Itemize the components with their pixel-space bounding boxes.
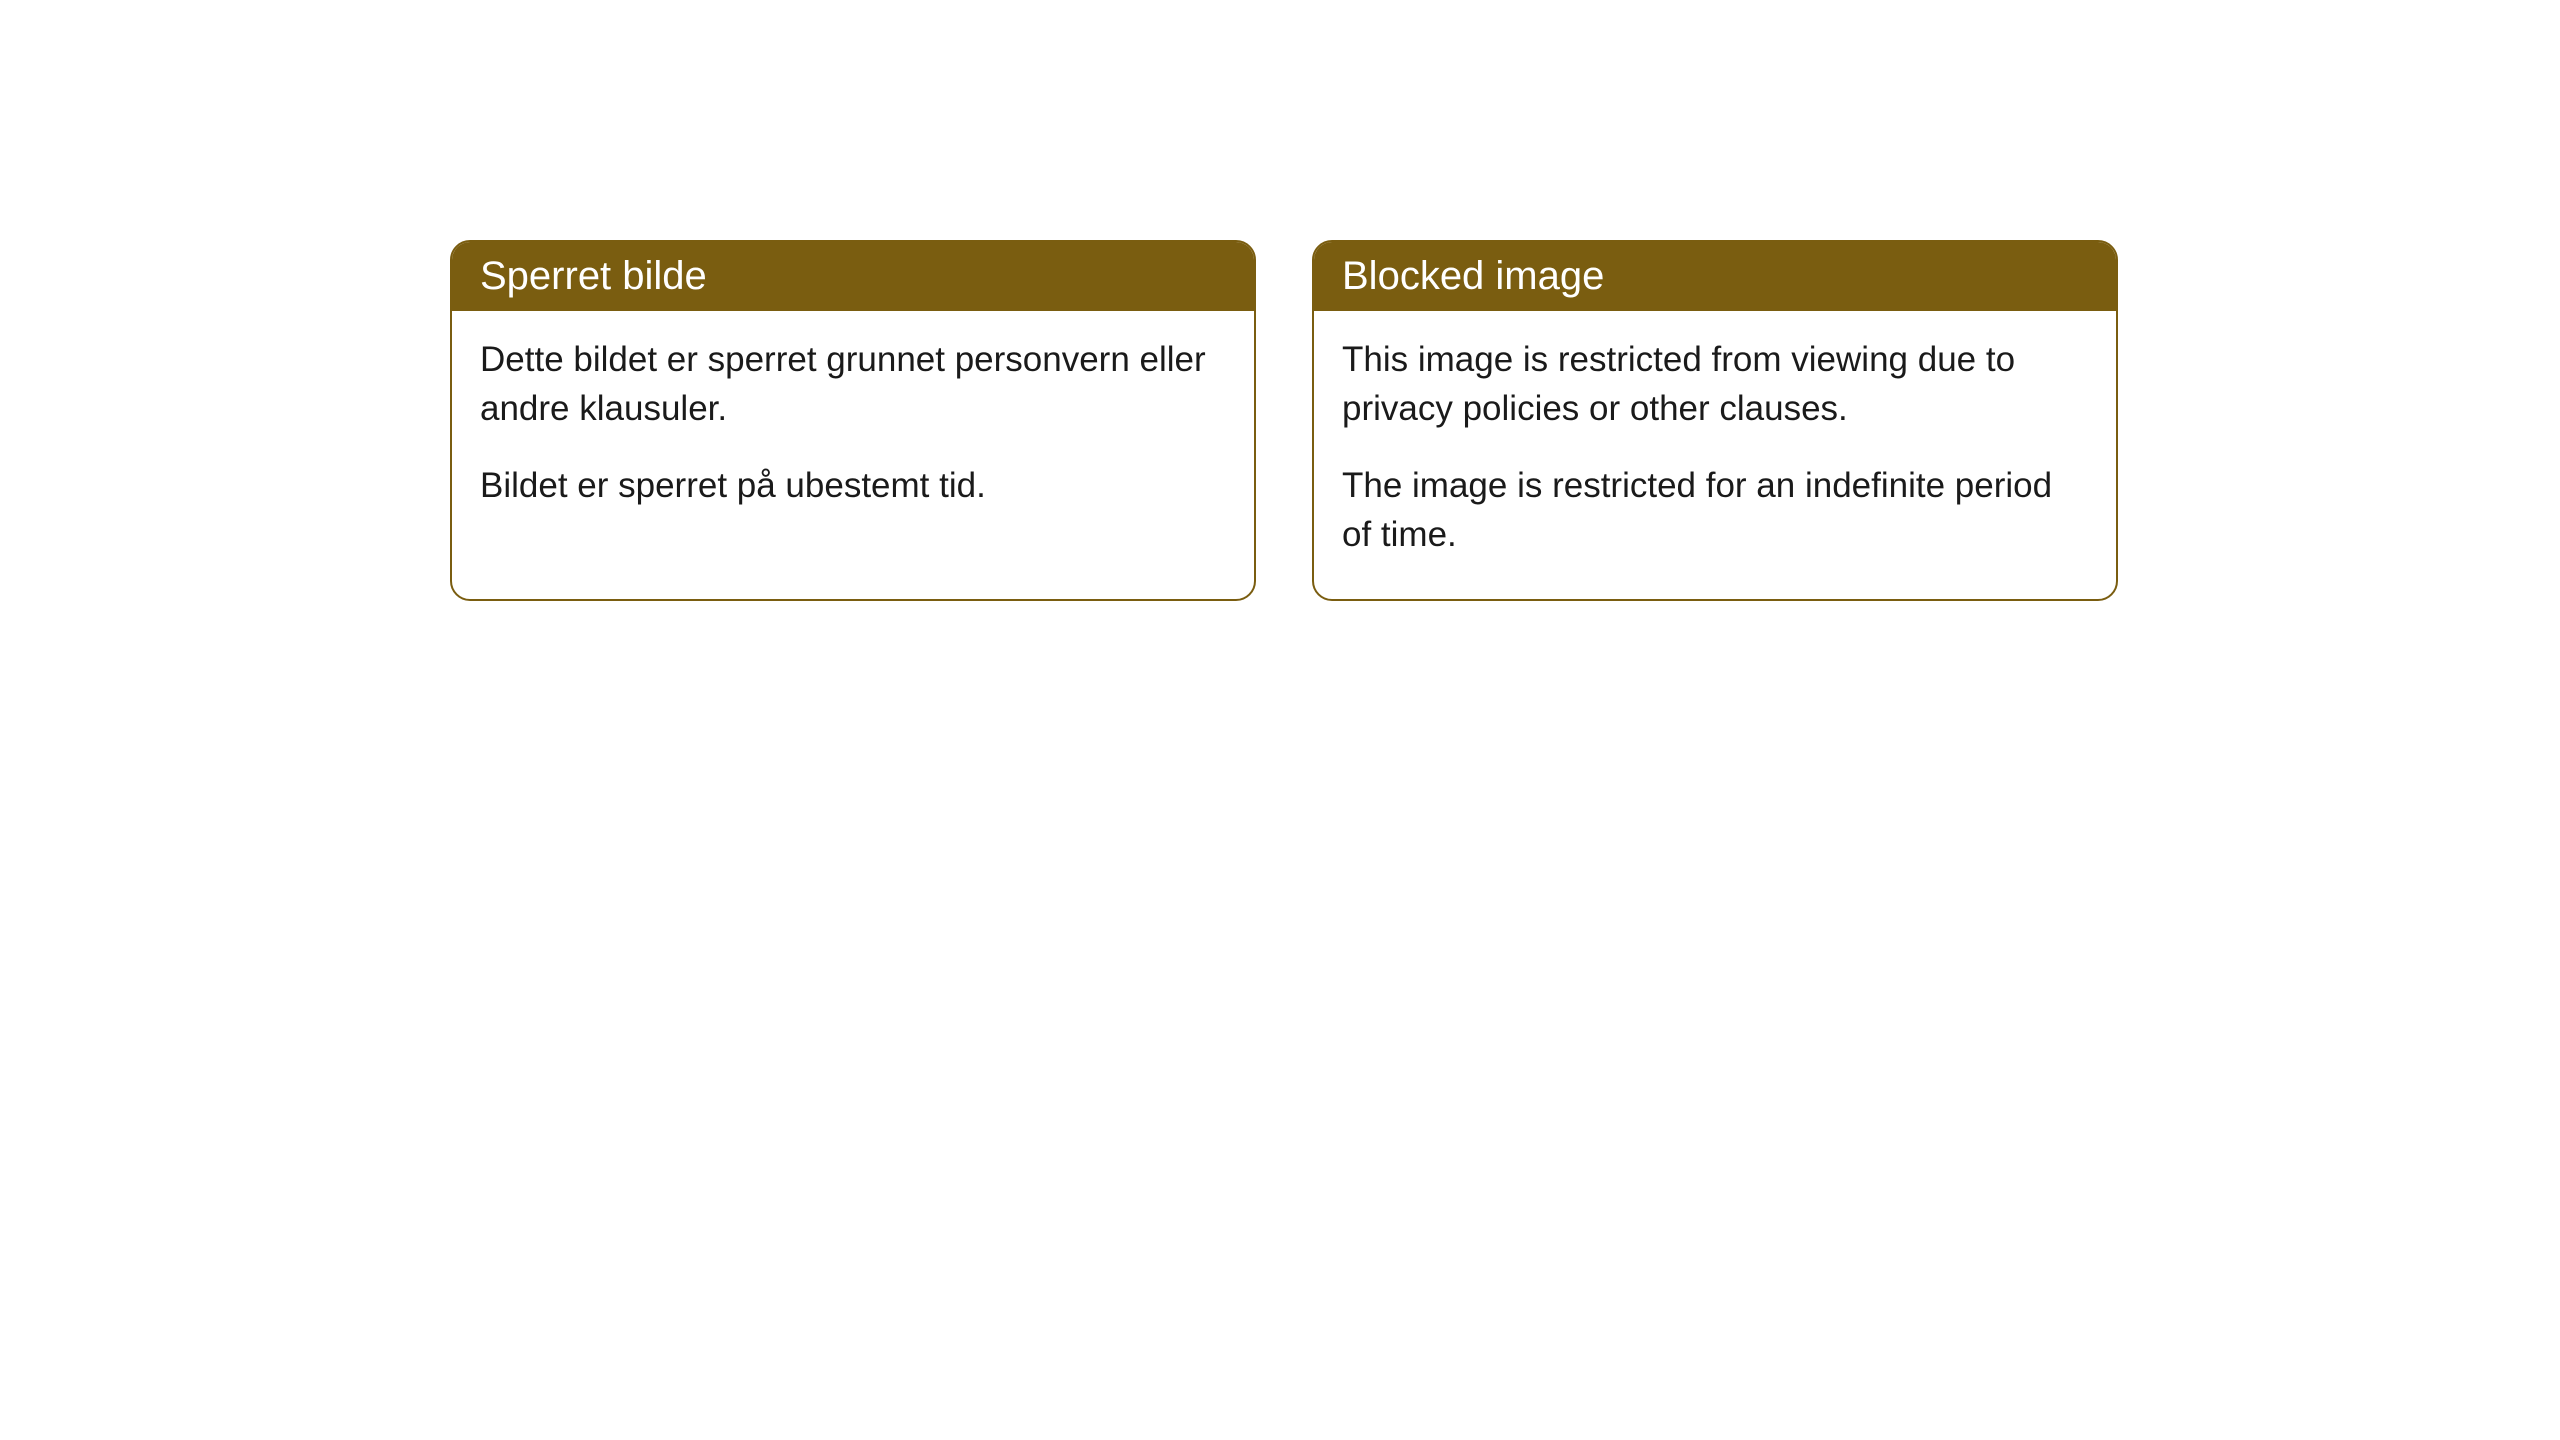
notice-title: Blocked image xyxy=(1342,254,1604,298)
notice-body: This image is restricted from viewing du… xyxy=(1314,311,2116,599)
notice-container: Sperret bilde Dette bildet er sperret gr… xyxy=(0,0,2560,601)
notice-paragraph: The image is restricted for an indefinit… xyxy=(1342,461,2088,559)
notice-card-english: Blocked image This image is restricted f… xyxy=(1312,240,2118,601)
notice-header: Sperret bilde xyxy=(452,242,1254,311)
notice-paragraph: Dette bildet er sperret grunnet personve… xyxy=(480,335,1226,433)
notice-paragraph: Bildet er sperret på ubestemt tid. xyxy=(480,461,1226,510)
notice-card-norwegian: Sperret bilde Dette bildet er sperret gr… xyxy=(450,240,1256,601)
notice-title: Sperret bilde xyxy=(480,254,707,298)
notice-paragraph: This image is restricted from viewing du… xyxy=(1342,335,2088,433)
notice-body: Dette bildet er sperret grunnet personve… xyxy=(452,311,1254,550)
notice-header: Blocked image xyxy=(1314,242,2116,311)
